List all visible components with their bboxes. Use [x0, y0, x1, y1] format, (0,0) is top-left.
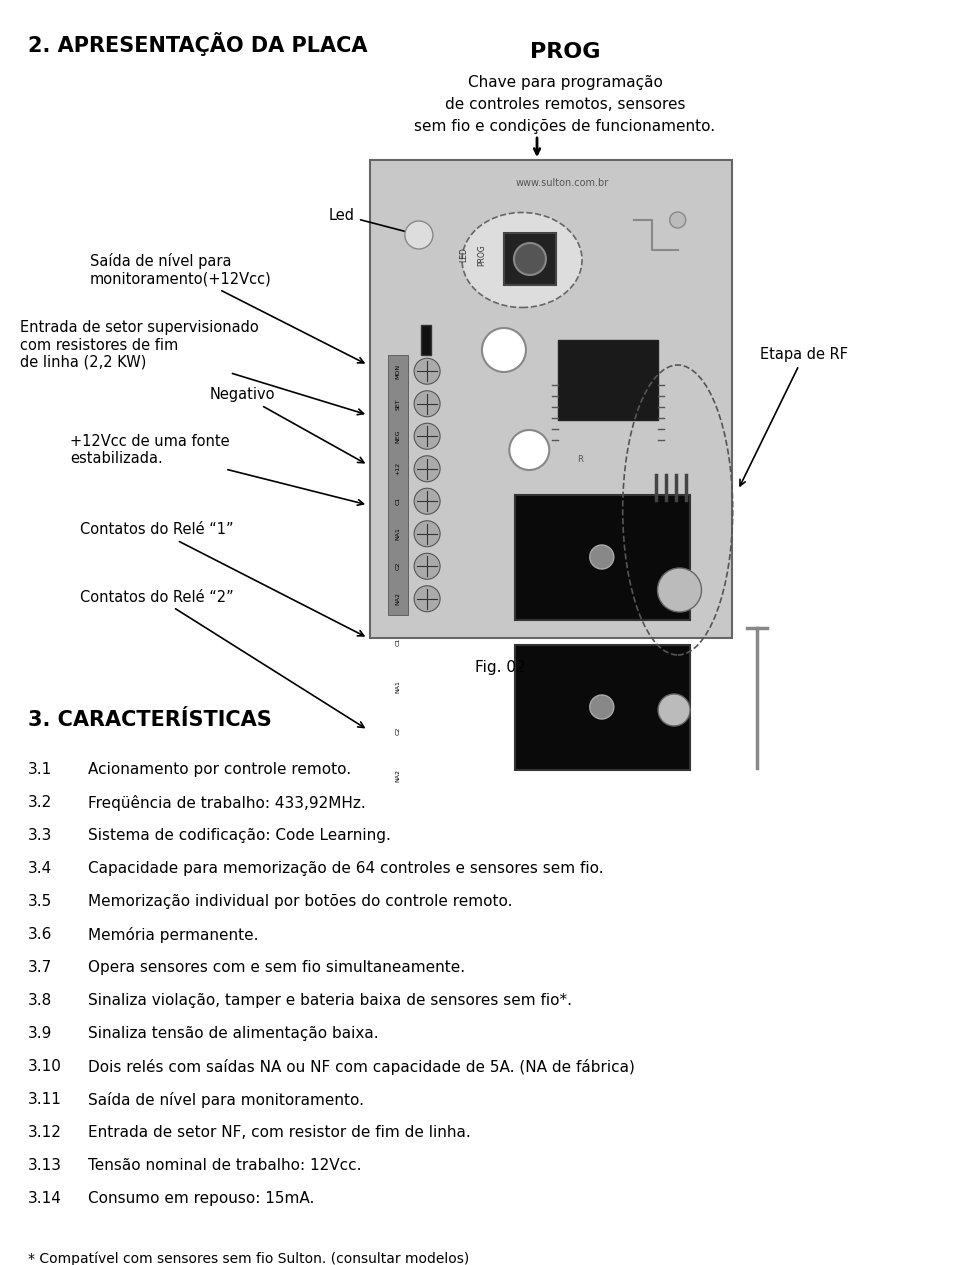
Text: PROG: PROG — [478, 244, 487, 266]
Circle shape — [414, 521, 440, 546]
Text: 3.4: 3.4 — [28, 861, 52, 875]
Text: NA2: NA2 — [396, 592, 400, 605]
Circle shape — [589, 694, 613, 719]
Circle shape — [414, 586, 440, 612]
Text: 3.6: 3.6 — [28, 927, 53, 942]
Bar — [515, 495, 690, 620]
Text: SET: SET — [396, 398, 400, 410]
Text: +12: +12 — [396, 462, 400, 476]
Text: C1: C1 — [396, 497, 400, 506]
Circle shape — [414, 455, 440, 482]
Circle shape — [414, 488, 440, 515]
Text: 3.12: 3.12 — [28, 1125, 61, 1140]
Text: Entrada de setor NF, com resistor de fim de linha.: Entrada de setor NF, com resistor de fim… — [88, 1125, 470, 1140]
Bar — [420, 325, 431, 355]
Text: C1: C1 — [396, 638, 400, 646]
Text: 3.14: 3.14 — [28, 1192, 61, 1206]
Text: 3.5: 3.5 — [28, 894, 52, 910]
Text: Consumo em repouso: 15mA.: Consumo em repouso: 15mA. — [88, 1192, 314, 1206]
Text: NEG: NEG — [396, 430, 400, 443]
Text: 3.8: 3.8 — [28, 993, 52, 1008]
Text: Sistema de codificação: Code Learning.: Sistema de codificação: Code Learning. — [88, 829, 391, 842]
Text: * Compatível com sensores sem fio Sulton. (consultar modelos): * Compatível com sensores sem fio Sulton… — [28, 1252, 469, 1265]
Circle shape — [405, 221, 433, 249]
Text: Fig. 02: Fig. 02 — [474, 660, 525, 676]
Text: Entrada de setor supervisionado
com resistores de fim
de linha (2,2 KW): Entrada de setor supervisionado com resi… — [20, 320, 364, 415]
Circle shape — [658, 694, 690, 726]
Text: Memorização individual por botões do controle remoto.: Memorização individual por botões do con… — [88, 894, 513, 910]
Text: www.sulton.com.br: www.sulton.com.br — [516, 178, 609, 188]
Bar — [504, 233, 556, 285]
Text: C2: C2 — [396, 562, 400, 571]
Text: Chave para programação: Chave para programação — [468, 75, 662, 90]
Bar — [515, 645, 690, 770]
Bar — [370, 159, 732, 638]
Text: Dois relés com saídas NA ou NF com capacidade de 5A. (NA de fábrica): Dois relés com saídas NA ou NF com capac… — [88, 1059, 635, 1075]
Text: Tensão nominal de trabalho: 12Vcc.: Tensão nominal de trabalho: 12Vcc. — [88, 1157, 362, 1173]
Text: 3.3: 3.3 — [28, 829, 53, 842]
Circle shape — [514, 243, 546, 275]
Text: Saída de nível para monitoramento.: Saída de nível para monitoramento. — [88, 1092, 364, 1108]
Circle shape — [414, 391, 440, 416]
Text: 3.2: 3.2 — [28, 794, 52, 810]
Text: Negativo: Negativo — [210, 387, 364, 463]
Text: 3.7: 3.7 — [28, 960, 52, 975]
Text: Led: Led — [329, 207, 415, 235]
Text: R: R — [577, 455, 583, 464]
Text: 3. CARACTERÍSTICAS: 3. CARACTERÍSTICAS — [28, 710, 272, 730]
Text: Acionamento por controle remoto.: Acionamento por controle remoto. — [88, 762, 351, 777]
Text: Saída de nível para
monitoramento(+12Vcc): Saída de nível para monitoramento(+12Vcc… — [90, 253, 364, 363]
Text: 3.13: 3.13 — [28, 1157, 62, 1173]
Bar — [559, 340, 659, 420]
Text: sem fio e condições de funcionamento.: sem fio e condições de funcionamento. — [415, 119, 715, 134]
Circle shape — [509, 430, 549, 471]
Circle shape — [414, 358, 440, 385]
Circle shape — [482, 328, 526, 372]
Ellipse shape — [462, 213, 582, 307]
Text: NA1: NA1 — [396, 681, 400, 693]
Text: C2: C2 — [396, 727, 400, 735]
Text: Etapa de RF: Etapa de RF — [740, 348, 848, 486]
Text: de controles remotos, sensores: de controles remotos, sensores — [444, 97, 685, 113]
Text: Contatos do Relé “1”: Contatos do Relé “1” — [80, 522, 364, 636]
Text: Freqüência de trabalho: 433,92MHz.: Freqüência de trabalho: 433,92MHz. — [88, 794, 366, 811]
Circle shape — [658, 568, 702, 612]
Text: NA2: NA2 — [396, 769, 400, 782]
Text: 3.10: 3.10 — [28, 1059, 61, 1074]
Text: MON: MON — [396, 364, 400, 378]
Text: +12Vcc de uma fonte
estabilizada.: +12Vcc de uma fonte estabilizada. — [70, 434, 364, 505]
Text: NA1: NA1 — [396, 528, 400, 540]
Circle shape — [670, 213, 685, 228]
Text: LED: LED — [460, 248, 468, 262]
Text: 3.1: 3.1 — [28, 762, 52, 777]
Text: 3.9: 3.9 — [28, 1026, 53, 1041]
Text: Capacidade para memorização de 64 controles e sensores sem fio.: Capacidade para memorização de 64 contro… — [88, 861, 604, 875]
Circle shape — [414, 424, 440, 449]
Circle shape — [414, 553, 440, 579]
Circle shape — [589, 545, 613, 569]
Bar — [388, 355, 408, 615]
Text: Memória permanente.: Memória permanente. — [88, 927, 258, 942]
Text: Contatos do Relé “2”: Contatos do Relé “2” — [80, 589, 364, 727]
Text: 3.11: 3.11 — [28, 1092, 61, 1107]
Text: PROG: PROG — [530, 42, 600, 62]
Text: 2. APRESENTAÇÃO DA PLACA: 2. APRESENTAÇÃO DA PLACA — [28, 32, 368, 56]
Text: Sinaliza violação, tamper e bateria baixa de sensores sem fio*.: Sinaliza violação, tamper e bateria baix… — [88, 993, 572, 1008]
Text: Sinaliza tensão de alimentação baixa.: Sinaliza tensão de alimentação baixa. — [88, 1026, 378, 1041]
Text: Opera sensores com e sem fio simultaneamente.: Opera sensores com e sem fio simultaneam… — [88, 960, 466, 975]
